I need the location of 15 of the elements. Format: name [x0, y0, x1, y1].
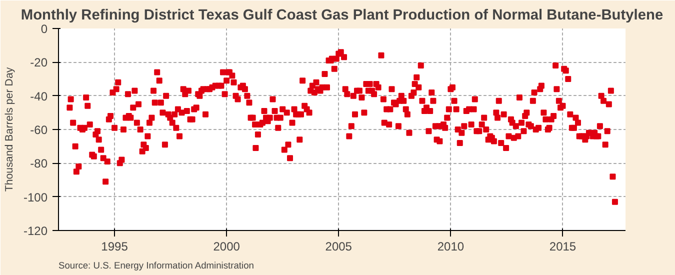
y-tick-label: -100	[23, 190, 48, 204]
y-tick-label: -60	[30, 123, 48, 137]
x-tick-label: 1995	[101, 240, 128, 254]
y-axis-title: Thousand Barrels per Day	[3, 66, 16, 192]
x-tick-label: 2010	[437, 240, 464, 254]
x-tick-label: 2000	[213, 240, 240, 254]
chart-title: Monthly Refining District Texas Gulf Coast Gas Plant Production of Normal Butane-Butylene	[20, 8, 664, 24]
y-tick-label: 0	[40, 22, 48, 36]
y-tick-label: -20	[30, 56, 48, 70]
source-note: Source: U.S. Energy Information Administration	[58, 260, 254, 270]
x-tick-label: 2005	[325, 240, 352, 254]
y-tick-label: -80	[30, 156, 48, 171]
y-tick-label: -120	[23, 224, 48, 238]
x-tick-label: 2015	[549, 240, 576, 254]
y-tick-label: -40	[30, 89, 48, 104]
